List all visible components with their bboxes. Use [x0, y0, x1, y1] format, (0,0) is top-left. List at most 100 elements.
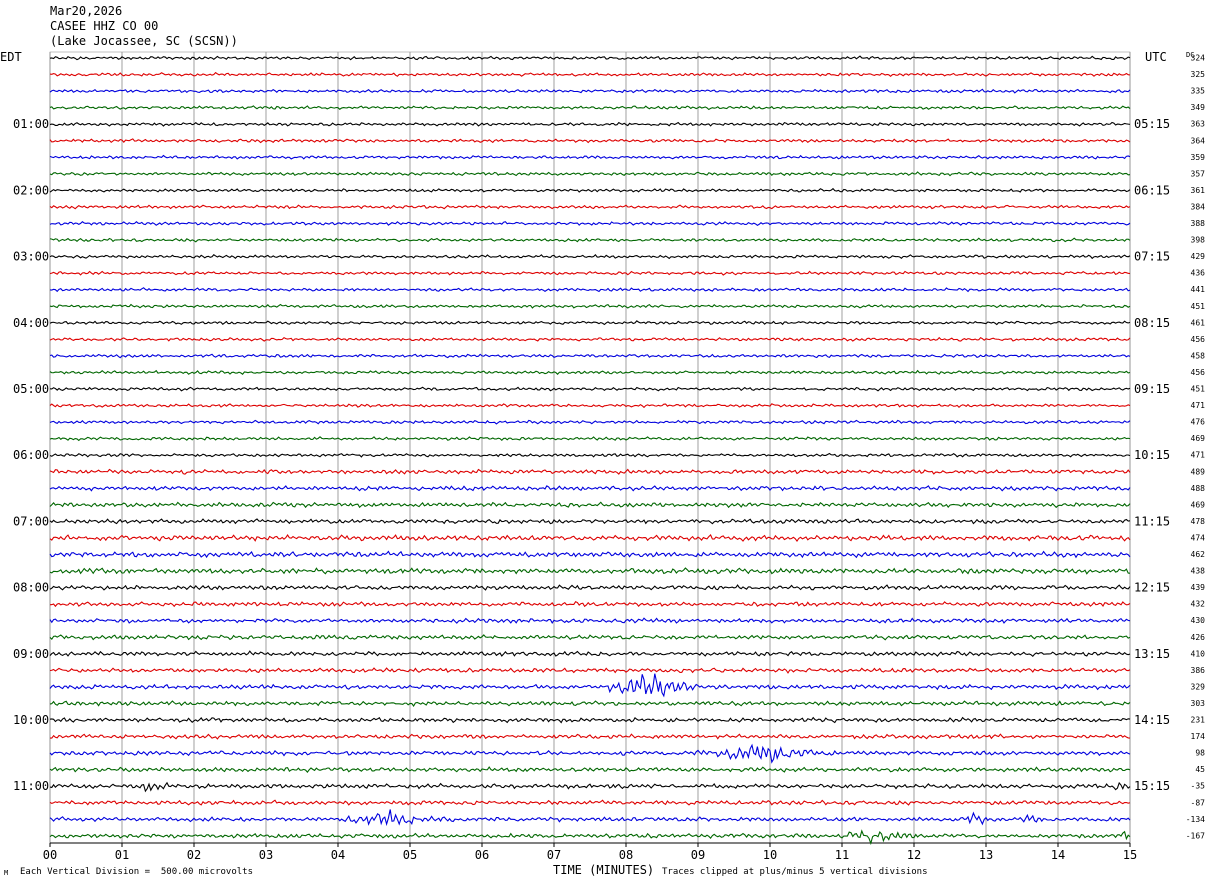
right-time-label: 11:15: [1134, 514, 1170, 528]
left-time-label: 10:00: [13, 713, 49, 727]
left-axis-title: EDT: [0, 50, 22, 64]
left-time-label: 07:00: [13, 514, 49, 528]
dc-offset-label: 384: [1191, 202, 1206, 211]
right-time-label: 14:15: [1134, 713, 1170, 727]
trace-line-36: [49, 650, 1131, 658]
x-tick-label: 10: [763, 848, 777, 862]
x-tick-label: 15: [1123, 848, 1137, 862]
dc-offset-label: -167: [1186, 831, 1205, 840]
plot-frame: [49, 51, 1131, 844]
right-time-label: 07:15: [1134, 250, 1170, 264]
dc-offset-label: 451: [1191, 385, 1206, 394]
dc-offset-label: 489: [1191, 467, 1206, 476]
trace-line-5: [49, 138, 1131, 144]
left-time-label: 08:00: [13, 581, 49, 595]
trace-line-6: [49, 154, 1131, 160]
dc-offset-label: 329: [1191, 682, 1206, 691]
scale-note: Each Vertical Division = 500.00 microvol…: [20, 867, 253, 877]
dc-offset-label: 231: [1191, 716, 1206, 725]
trace-line-35: [49, 634, 1131, 641]
trace-line-37: [49, 667, 1131, 674]
dc-offset-label: 426: [1191, 633, 1206, 642]
trace-line-14: [49, 287, 1131, 293]
trace-line-8: [49, 187, 1131, 193]
trace-line-29: [49, 534, 1131, 543]
left-time-label: 09:00: [13, 647, 49, 661]
station-code: CASEE HHZ CO 00: [50, 19, 159, 33]
trace-line-43: [49, 766, 1131, 773]
trace-line-17: [49, 336, 1131, 342]
dc-offset-label: 361: [1191, 186, 1206, 195]
trace-line-1: [49, 71, 1131, 78]
dc-offset-label: 488: [1191, 484, 1206, 493]
trace-line-0: [49, 55, 1131, 61]
trace-line-7: [49, 171, 1131, 177]
dc-offset-label: 349: [1191, 103, 1206, 112]
left-time-label: 04:00: [13, 316, 49, 330]
trace-line-39: [49, 700, 1131, 707]
trace-line-11: [49, 237, 1131, 243]
dc-offset-label: 458: [1191, 351, 1206, 360]
x-tick-label: 06: [475, 848, 489, 862]
trace-line-42: [49, 743, 1131, 764]
dc-offset-label: 363: [1191, 120, 1206, 129]
dc-offset-label: 388: [1191, 219, 1206, 228]
x-tick-label: 00: [43, 848, 57, 862]
dc-offset-label: 359: [1191, 153, 1206, 162]
right-time-label: 15:15: [1134, 779, 1170, 793]
corner-mark: M: [4, 869, 9, 877]
right-axis-title: UTC: [1145, 50, 1167, 64]
trace-line-10: [49, 221, 1131, 227]
dc-offset-label: 462: [1191, 550, 1206, 559]
trace-line-27: [49, 501, 1131, 509]
right-time-label: 09:15: [1134, 382, 1170, 396]
dc-offset-label: -134: [1186, 815, 1205, 824]
trace-line-47: [49, 829, 1131, 846]
dc-offset-label: 476: [1191, 418, 1206, 427]
left-time-label: 06:00: [13, 448, 49, 462]
right-time-label: 10:15: [1134, 448, 1170, 462]
trace-line-21: [49, 403, 1131, 409]
dc-offset-label: 438: [1191, 567, 1206, 576]
dc-offset-label: 461: [1191, 318, 1206, 327]
x-tick-label: 02: [187, 848, 201, 862]
x-tick-label: 11: [835, 848, 849, 862]
trace-line-18: [49, 353, 1131, 359]
right-time-label: 13:15: [1134, 647, 1170, 661]
dc-offset-label: 439: [1191, 583, 1206, 592]
trace-line-33: [49, 601, 1131, 608]
dc-offset-label: 451: [1191, 302, 1206, 311]
dc-offset-label: 474: [1191, 533, 1206, 542]
x-tick-label: 03: [259, 848, 273, 862]
dc-offset-label: 98: [1195, 749, 1205, 758]
dc-offset-label: -87: [1191, 798, 1206, 807]
left-time-label: 11:00: [13, 779, 49, 793]
x-axis-title: TIME (MINUTES): [553, 863, 655, 877]
right-time-label: 06:15: [1134, 183, 1170, 197]
x-tick-label: 05: [403, 848, 417, 862]
dc-offset-label: 398: [1191, 236, 1206, 245]
dc-offset-label: 325: [1191, 70, 1206, 79]
dc-offset-label: 432: [1191, 600, 1206, 609]
dc-offset-label: 324: [1191, 54, 1206, 63]
clip-note: Traces clipped at plus/minus 5 vertical …: [662, 867, 928, 877]
dc-offset-label: 471: [1191, 401, 1206, 410]
right-time-label: 12:15: [1134, 581, 1170, 595]
trace-line-4: [49, 121, 1131, 127]
trace-line-16: [49, 320, 1131, 326]
dc-offset-label: 303: [1191, 699, 1206, 708]
x-tick-label: 13: [979, 848, 993, 862]
dc-offset-label: 469: [1191, 434, 1206, 443]
dc-offset-label: 364: [1191, 136, 1206, 145]
dc-offset-label: -35: [1191, 782, 1206, 791]
dc-offset-label: 456: [1191, 368, 1206, 377]
right-time-label: 08:15: [1134, 316, 1170, 330]
trace-line-28: [49, 518, 1131, 525]
trace-line-23: [49, 436, 1131, 442]
trace-line-32: [49, 584, 1131, 591]
right-time-label: 05:15: [1134, 117, 1170, 131]
station-location: (Lake Jocassee, SC (SCSN)): [50, 34, 238, 48]
trace-line-26: [49, 485, 1131, 492]
trace-line-45: [49, 799, 1131, 806]
